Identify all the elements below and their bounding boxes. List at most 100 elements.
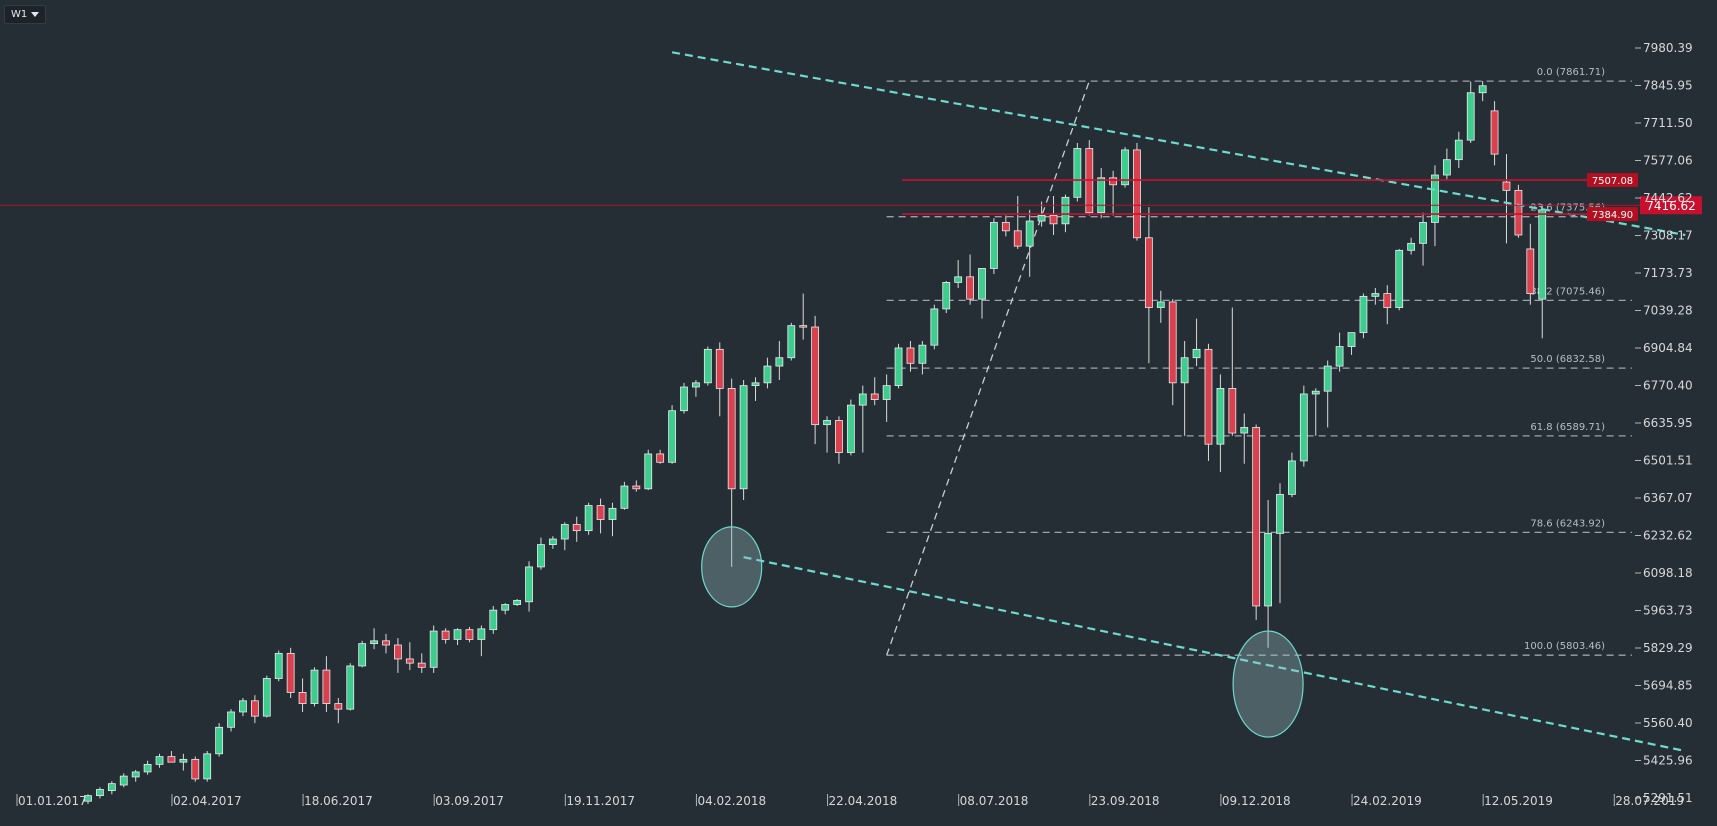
horizontal-levels[interactable]: 7507.08 7384.90 7416.62 xyxy=(0,173,1702,222)
candle-body-bearish xyxy=(1133,149,1141,239)
candle-body-bearish xyxy=(1502,181,1511,191)
candle-body-bullish xyxy=(453,629,462,640)
candle-body-bullish xyxy=(882,385,891,400)
candle xyxy=(394,638,402,673)
candle-body-bearish xyxy=(1168,301,1177,384)
candle xyxy=(1025,209,1034,277)
candle-body-bullish xyxy=(1240,427,1249,434)
price-tick-label: 6501.51 xyxy=(1643,454,1693,468)
candle xyxy=(1347,332,1356,355)
candle-body-bullish xyxy=(239,700,247,713)
candle-body-bullish xyxy=(429,630,438,668)
candle xyxy=(1228,307,1237,436)
trendlines[interactable] xyxy=(671,51,1686,753)
candle-body-bullish xyxy=(262,678,271,717)
candle-body-bullish xyxy=(584,505,593,532)
time-tick-label: 03.09.2017 xyxy=(435,794,504,808)
candle-body-bearish xyxy=(322,669,331,704)
candle-body-bullish xyxy=(1288,460,1296,495)
highlight-ellipse[interactable] xyxy=(701,526,763,608)
candle xyxy=(739,380,748,500)
fib-level-label: 38.2 (7075.46) xyxy=(1530,286,1605,297)
candle xyxy=(96,787,104,799)
trendline-lower[interactable] xyxy=(743,556,1686,753)
current-price-label: 7416.62 xyxy=(1646,199,1696,213)
fib-level-label: 23.6 (7375.56) xyxy=(1530,203,1605,214)
candle-body-bearish xyxy=(1001,222,1010,232)
price-tick-label: 5291.51 xyxy=(1643,791,1693,805)
candle xyxy=(1121,147,1129,188)
candle-body-bullish xyxy=(84,795,92,802)
candle-body-bearish xyxy=(811,326,820,426)
time-tick-label: 24.02.2019 xyxy=(1353,794,1422,808)
candle xyxy=(358,640,367,668)
candle xyxy=(894,343,903,389)
candle-body-bullish xyxy=(1192,348,1201,359)
candle-body-bullish xyxy=(1180,357,1189,384)
chevron-down-icon xyxy=(31,12,40,17)
candle-body-bullish xyxy=(477,628,486,640)
candle-body-bullish xyxy=(1025,220,1034,247)
highlight-ellipse[interactable] xyxy=(1232,630,1304,738)
candle-body-bullish xyxy=(489,609,498,631)
candle xyxy=(584,502,593,535)
candle-body-bearish xyxy=(596,505,605,520)
candle xyxy=(835,416,843,464)
candle-body-bullish xyxy=(930,308,939,346)
time-tick-label: 12.05.2019 xyxy=(1484,794,1553,808)
candle xyxy=(799,293,808,340)
candle xyxy=(990,218,998,275)
candle xyxy=(215,723,224,757)
candle xyxy=(811,315,820,445)
candle-body-bullish xyxy=(608,507,617,520)
time-axis[interactable]: 01.01.2017 02.04.2017 18.06.2017 03.09.2017… xyxy=(16,794,1684,808)
current-price-badge xyxy=(1640,196,1702,215)
candle-body-bullish xyxy=(787,325,796,359)
candle-body-bearish xyxy=(906,347,915,364)
candle xyxy=(155,753,164,768)
candle-body-bullish xyxy=(751,382,760,387)
candle-body-bearish xyxy=(191,758,200,780)
candle-body-bullish xyxy=(1216,387,1225,445)
candle-body-bearish xyxy=(632,485,641,490)
candle xyxy=(1264,499,1272,648)
candle-body-bullish xyxy=(203,753,212,780)
candle-body-bullish xyxy=(346,665,355,710)
candle-body-bullish xyxy=(1061,196,1070,225)
candle xyxy=(560,522,569,551)
candle-body-bullish xyxy=(358,643,367,667)
candle-body-bullish xyxy=(96,789,104,797)
candle xyxy=(274,650,283,682)
price-tick-label: 6635.95 xyxy=(1643,416,1693,430)
candle xyxy=(1466,81,1475,143)
candle xyxy=(763,357,772,389)
candle xyxy=(131,769,140,782)
candle xyxy=(1252,424,1261,620)
price-tick-label: 7980.39 xyxy=(1643,41,1693,55)
candle xyxy=(1407,237,1416,255)
price-tick-label: 5963.73 xyxy=(1643,604,1693,618)
candle xyxy=(596,498,605,534)
fib-anchor-line[interactable] xyxy=(886,80,1090,656)
candle xyxy=(1299,385,1308,467)
price-axis[interactable]: 7980.39 7845.95 7711.50 7577.06 7442.62 7308.… xyxy=(1635,41,1693,805)
candle xyxy=(930,304,939,350)
candle xyxy=(513,598,522,606)
candle-body-bearish xyxy=(1514,189,1523,236)
candle xyxy=(1109,170,1118,216)
timeframe-dropdown[interactable]: W1 xyxy=(4,5,47,24)
trendline-upper[interactable] xyxy=(671,51,1686,237)
time-tick-label: 08.07.2018 xyxy=(960,794,1029,808)
candle xyxy=(858,385,867,453)
candle-body-bearish xyxy=(966,276,974,300)
candle-body-bullish xyxy=(990,222,998,269)
candle-body-bullish xyxy=(1347,332,1356,347)
candle-body-bearish xyxy=(1049,215,1058,225)
candle xyxy=(334,698,343,724)
fib-level-label: 78.6 (6243.92) xyxy=(1530,518,1605,529)
candle-body-bullish xyxy=(775,357,784,367)
candle-body-bullish xyxy=(739,385,748,490)
